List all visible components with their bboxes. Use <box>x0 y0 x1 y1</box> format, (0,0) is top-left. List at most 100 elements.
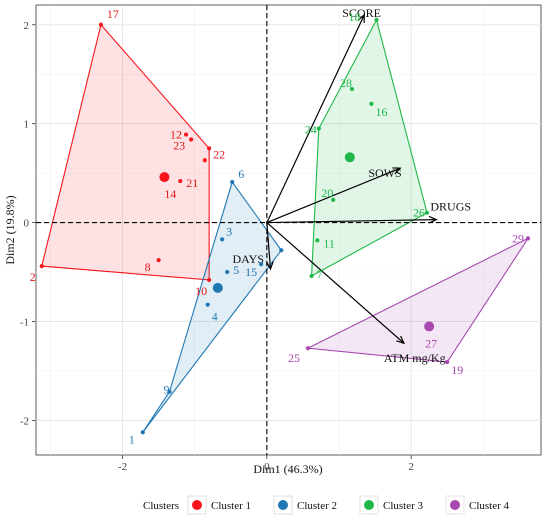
point-label: 21 <box>186 176 198 190</box>
point-label: 29 <box>512 231 524 245</box>
cluster-centroid <box>424 321 435 332</box>
point-label: 24 <box>305 123 317 137</box>
data-point <box>445 359 450 365</box>
variable-arrow <box>266 14 365 223</box>
y-tick-label: 0 <box>24 218 30 230</box>
data-point <box>167 389 172 394</box>
arrow-head <box>357 13 365 23</box>
point-label: 1 <box>129 432 135 446</box>
legend-swatch <box>192 500 202 510</box>
cluster-hulls <box>41 18 530 433</box>
data-point <box>315 238 320 243</box>
legend: Clusters Cluster 1 Cluster 2 Cluster 3 Clus… <box>143 495 510 515</box>
point-label: 5 <box>233 263 239 277</box>
point-label: 11 <box>323 236 335 250</box>
legend-entry: Cluster 2 <box>297 500 337 512</box>
data-point <box>331 197 336 202</box>
point-label: 6 <box>238 167 244 181</box>
point-label: 12 <box>170 128 182 142</box>
legend-entry: Cluster 1 <box>211 500 251 512</box>
variable-arrow <box>266 219 437 224</box>
data-point <box>140 430 145 435</box>
data-point <box>189 137 194 142</box>
y-tick-label: -1 <box>20 316 29 328</box>
point-label: 17 <box>107 7 119 21</box>
point-label: 9 <box>163 383 169 397</box>
legend-title: Clusters <box>143 500 179 512</box>
variable-label: DRUGS <box>430 200 471 214</box>
point-label: 20 <box>321 186 333 200</box>
arrow-head <box>396 335 406 345</box>
point-label: 26 <box>413 206 425 220</box>
cluster-centroid <box>159 172 170 183</box>
point-label: 14 <box>164 187 176 201</box>
plot-panel <box>35 4 542 456</box>
y-tick-label: -2 <box>20 415 29 427</box>
point-label: 23 <box>173 139 185 153</box>
y-tick-label: 2 <box>24 20 30 32</box>
data-point <box>98 22 104 27</box>
y-tick-label: 1 <box>24 119 30 131</box>
point-label: 19 <box>451 363 463 377</box>
data-point <box>525 236 531 241</box>
data-point <box>374 17 379 22</box>
legend-entry: Cluster 4 <box>469 500 510 512</box>
variable-label: SOWS <box>368 166 401 180</box>
legend-swatch <box>450 500 460 510</box>
cluster-hull <box>306 237 530 363</box>
data-point <box>205 302 210 307</box>
data-point <box>39 263 44 269</box>
data-point <box>305 346 311 351</box>
data-point <box>369 101 374 107</box>
data-point <box>183 132 189 137</box>
data-point <box>202 158 207 163</box>
data-point <box>424 210 430 215</box>
point-label: 8 <box>145 260 151 274</box>
cluster-centroid <box>212 282 223 293</box>
data-point <box>316 126 321 131</box>
point-label: 7 <box>317 267 323 281</box>
point-label: 4 <box>212 310 218 324</box>
x-tick-label: 2 <box>408 461 414 473</box>
x-tick-label: -2 <box>118 461 127 473</box>
legend-entry: Cluster 3 <box>383 500 424 512</box>
legend-swatch <box>364 500 374 510</box>
point-label: 15 <box>245 265 257 279</box>
variable-arrow <box>266 222 405 344</box>
x-axis-title: Dim1 (46.3%) <box>253 462 322 476</box>
data-point <box>230 179 235 185</box>
point-label: 3 <box>226 224 232 238</box>
point-label: 22 <box>213 147 225 161</box>
x-tick-label: 0 <box>264 461 270 473</box>
point-label: 27 <box>425 336 437 350</box>
arrow-head <box>428 215 438 224</box>
point-label: 10 <box>195 284 207 298</box>
y-axis-title: Dim2 (19.8%) <box>3 195 17 264</box>
data-point <box>156 258 161 263</box>
point-label: 16 <box>375 105 387 119</box>
variable-label: ATM mg/Kg <box>384 351 446 365</box>
variable-arrow <box>266 167 401 224</box>
data-point <box>207 146 212 151</box>
legend-swatch <box>278 500 288 510</box>
point-label: 2 <box>30 270 36 284</box>
variable-label: DAYS <box>232 252 264 266</box>
point-label: 18 <box>349 10 361 24</box>
data-point <box>258 262 264 267</box>
arrow-head <box>266 261 274 271</box>
data-point <box>309 273 314 279</box>
variable-label: SCORE <box>342 6 381 20</box>
data-point <box>225 269 230 275</box>
variable-arrows: SCORE SOWS DRUGS DAYS ATM mg/Kg <box>232 6 471 365</box>
cluster-centroid <box>344 152 355 163</box>
variable-arrow <box>266 222 272 270</box>
point-label: 28 <box>340 76 352 90</box>
point-label: 25 <box>288 351 300 365</box>
data-point <box>279 248 284 253</box>
data-point <box>220 237 225 242</box>
arrow-head <box>392 167 402 175</box>
data-point <box>349 86 355 92</box>
